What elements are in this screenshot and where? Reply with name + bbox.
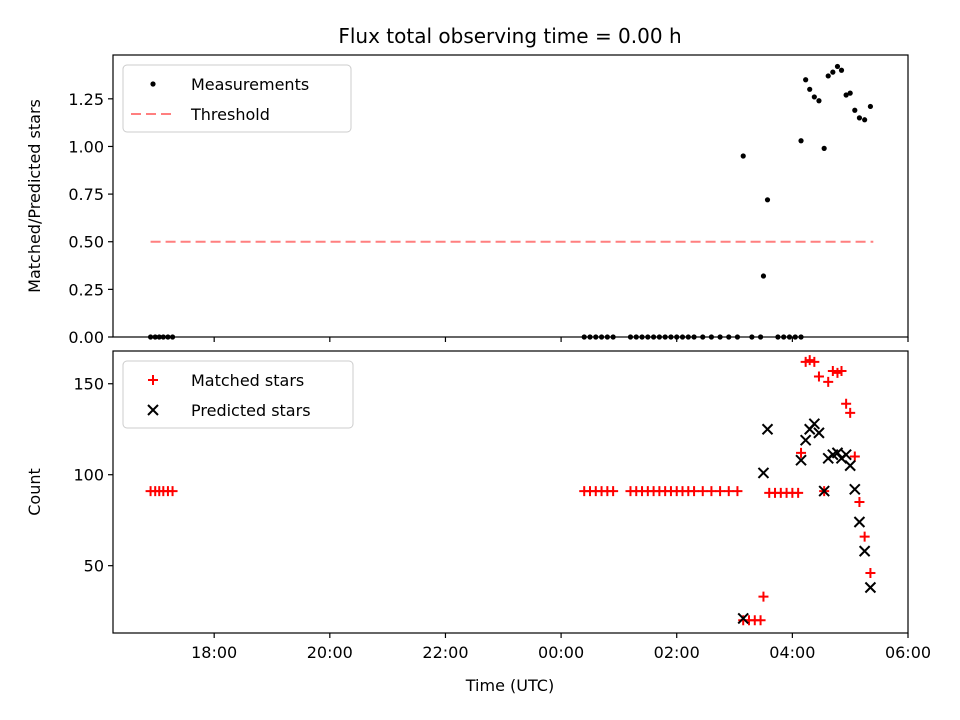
data-point: [834, 63, 841, 70]
predicted-point: [844, 459, 856, 472]
matched-point: [715, 486, 726, 497]
matched-point: [823, 376, 834, 387]
data-point: [867, 103, 874, 110]
data-point: [816, 98, 822, 104]
matched-point: [845, 407, 856, 418]
y-tick-label: 100: [73, 466, 104, 485]
bottom-panel: 18:00 20:00 22:00 00:00 02:00 04:00 06:00 50 100…: [25, 350, 931, 662]
matched-point: [793, 487, 804, 498]
predicted-point: [795, 454, 807, 466]
matched-point: [854, 497, 865, 508]
matched-point: [849, 451, 860, 462]
y-tick-label: 0.00: [68, 328, 104, 347]
matched-point: [732, 486, 743, 497]
y-axis-label: Matched/Predicted stars: [25, 99, 44, 293]
predicted-point: [849, 483, 861, 495]
predicted-point: [818, 485, 830, 497]
matched-point: [804, 355, 815, 366]
matched-point: [809, 356, 820, 367]
predicted-point: [757, 467, 770, 479]
legend-label: Matched stars: [191, 371, 304, 390]
predicted-point: [858, 545, 871, 557]
x-tick-label: 06:00: [885, 643, 931, 662]
y-tick-label: 0.75: [68, 185, 104, 204]
y-tick-label: 1.00: [68, 137, 104, 156]
matched-point: [827, 366, 838, 377]
data-point: [856, 115, 863, 121]
x-tick-label: 02:00: [654, 643, 700, 662]
matched-point: [865, 567, 876, 578]
legend-box: [122, 64, 352, 133]
data-point: [843, 92, 849, 98]
x-tick-label: 04:00: [769, 643, 815, 662]
data-point: [847, 90, 853, 96]
matched-point: [608, 486, 619, 497]
x-tick-label: 00:00: [538, 643, 584, 662]
y-axis-label: Count: [25, 468, 44, 516]
legend-label: Predicted stars: [191, 401, 311, 420]
legend-label: Threshold: [190, 105, 270, 124]
data-point: [811, 94, 817, 100]
matched-point: [755, 615, 766, 626]
x-tick-label: 22:00: [422, 643, 468, 662]
top-panel: 0.00 0.25 0.50 0.75 1.00 1.25 Matched/Predicte…: [25, 54, 909, 347]
matched-point: [796, 447, 807, 458]
legend-marker: [147, 404, 159, 416]
predicted-point: [799, 434, 812, 446]
data-point: [862, 117, 868, 123]
matched-point: [723, 486, 734, 497]
data-point: [798, 138, 804, 144]
predicted-point: [737, 612, 749, 625]
y-tick-label: 0.25: [68, 280, 104, 299]
matched-point: [859, 531, 870, 542]
data-point: [821, 145, 827, 151]
data-point: [838, 67, 845, 73]
plot-frame: [112, 54, 909, 338]
legend-marker: [150, 81, 156, 87]
chart-title: Flux total observing time = 0.00 h: [338, 24, 681, 48]
legend-label: Measurements: [191, 75, 309, 94]
matched-point: [758, 591, 769, 602]
y-tick-label: 0.50: [68, 233, 104, 252]
predicted-point: [761, 423, 774, 435]
legend-box: [122, 360, 354, 429]
y-tick-label: 50: [84, 557, 104, 576]
matched-point: [167, 486, 178, 497]
legend-marker: [148, 375, 158, 385]
data-point: [740, 153, 746, 159]
matched-point: [836, 366, 847, 377]
y-tick-label: 1.25: [68, 90, 104, 109]
data-point: [803, 77, 809, 83]
x-axis-label: Time (UTC): [465, 676, 554, 695]
matched-point: [841, 398, 852, 409]
data-point: [760, 273, 767, 279]
predicted-point: [864, 581, 877, 594]
data-point: [764, 197, 771, 203]
x-tick-label: 18:00: [191, 643, 237, 662]
plot-frame: [112, 350, 909, 634]
data-point: [830, 69, 836, 75]
data-point: [852, 107, 858, 113]
predicted-point: [840, 448, 852, 461]
matched-point: [706, 486, 717, 497]
predicted-point: [853, 516, 866, 528]
predicted-point: [808, 418, 821, 430]
data-point: [807, 86, 813, 92]
matched-point: [813, 371, 824, 382]
predicted-point: [813, 427, 825, 439]
x-tick-label: 20:00: [307, 643, 353, 662]
data-point: [825, 73, 831, 79]
matched-point: [697, 486, 708, 497]
matched-point: [689, 486, 700, 497]
y-tick-label: 150: [73, 375, 104, 394]
